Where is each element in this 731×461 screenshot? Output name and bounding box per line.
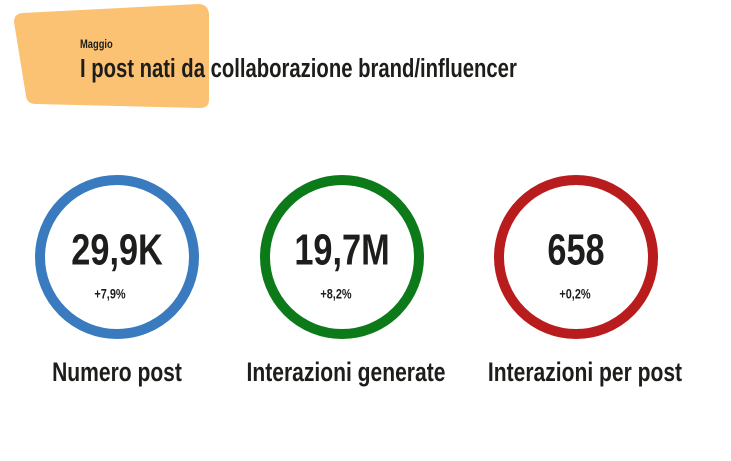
kpi-label: Numero post — [52, 358, 182, 388]
kpi-value: 29,9K — [71, 226, 163, 275]
kpi-ring — [494, 175, 658, 339]
kpi-value: 658 — [547, 226, 604, 275]
kpi: 19,7M +8,2% Interazioni generate — [247, 175, 446, 388]
kpi-ring — [260, 175, 424, 339]
kpi-label: Interazioni per post — [488, 358, 682, 388]
kpi-value: 19,7M — [294, 226, 389, 275]
title: I post nati da collaborazione brand/infl… — [80, 53, 517, 82]
kicker: Maggio — [80, 38, 113, 51]
kpi: 29,9K +7,9% Numero post — [35, 175, 199, 388]
kpi-ring — [35, 175, 199, 339]
kpi-change: +8,2% — [320, 286, 351, 302]
kpi: 658 +0,2% Interazioni per post — [488, 175, 682, 388]
kpi-label: Interazioni generate — [247, 358, 446, 388]
header-blob — [14, 4, 209, 108]
kpi-change: +7,9% — [94, 286, 125, 302]
kpi-change: +0,2% — [559, 286, 590, 302]
